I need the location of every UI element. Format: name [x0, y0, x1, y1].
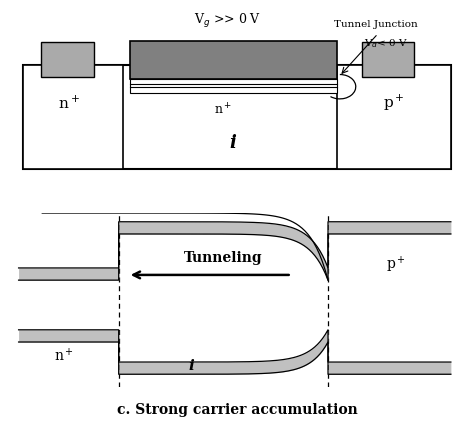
Text: V$_d$< 0 V: V$_d$< 0 V — [365, 37, 409, 51]
Text: i: i — [189, 360, 194, 373]
Bar — [23, 65, 451, 170]
Bar — [362, 42, 414, 77]
Bar — [41, 42, 94, 77]
Text: n$^+$: n$^+$ — [54, 347, 74, 365]
Text: i: i — [229, 134, 236, 152]
Text: n$^+$: n$^+$ — [58, 95, 80, 112]
Bar — [130, 79, 337, 93]
Text: Tunneling: Tunneling — [184, 251, 263, 265]
Text: n$^+$: n$^+$ — [214, 103, 232, 118]
Bar — [130, 40, 337, 79]
Bar — [23, 65, 123, 170]
Text: p$^+$: p$^+$ — [386, 255, 406, 275]
Text: p$^+$: p$^+$ — [383, 93, 405, 113]
Bar — [337, 65, 451, 170]
Text: Tunnel Junction: Tunnel Junction — [334, 20, 418, 29]
Text: V$_g$ >> 0 V: V$_g$ >> 0 V — [194, 12, 262, 30]
Text: c. Strong carrier accumulation: c. Strong carrier accumulation — [117, 403, 357, 417]
